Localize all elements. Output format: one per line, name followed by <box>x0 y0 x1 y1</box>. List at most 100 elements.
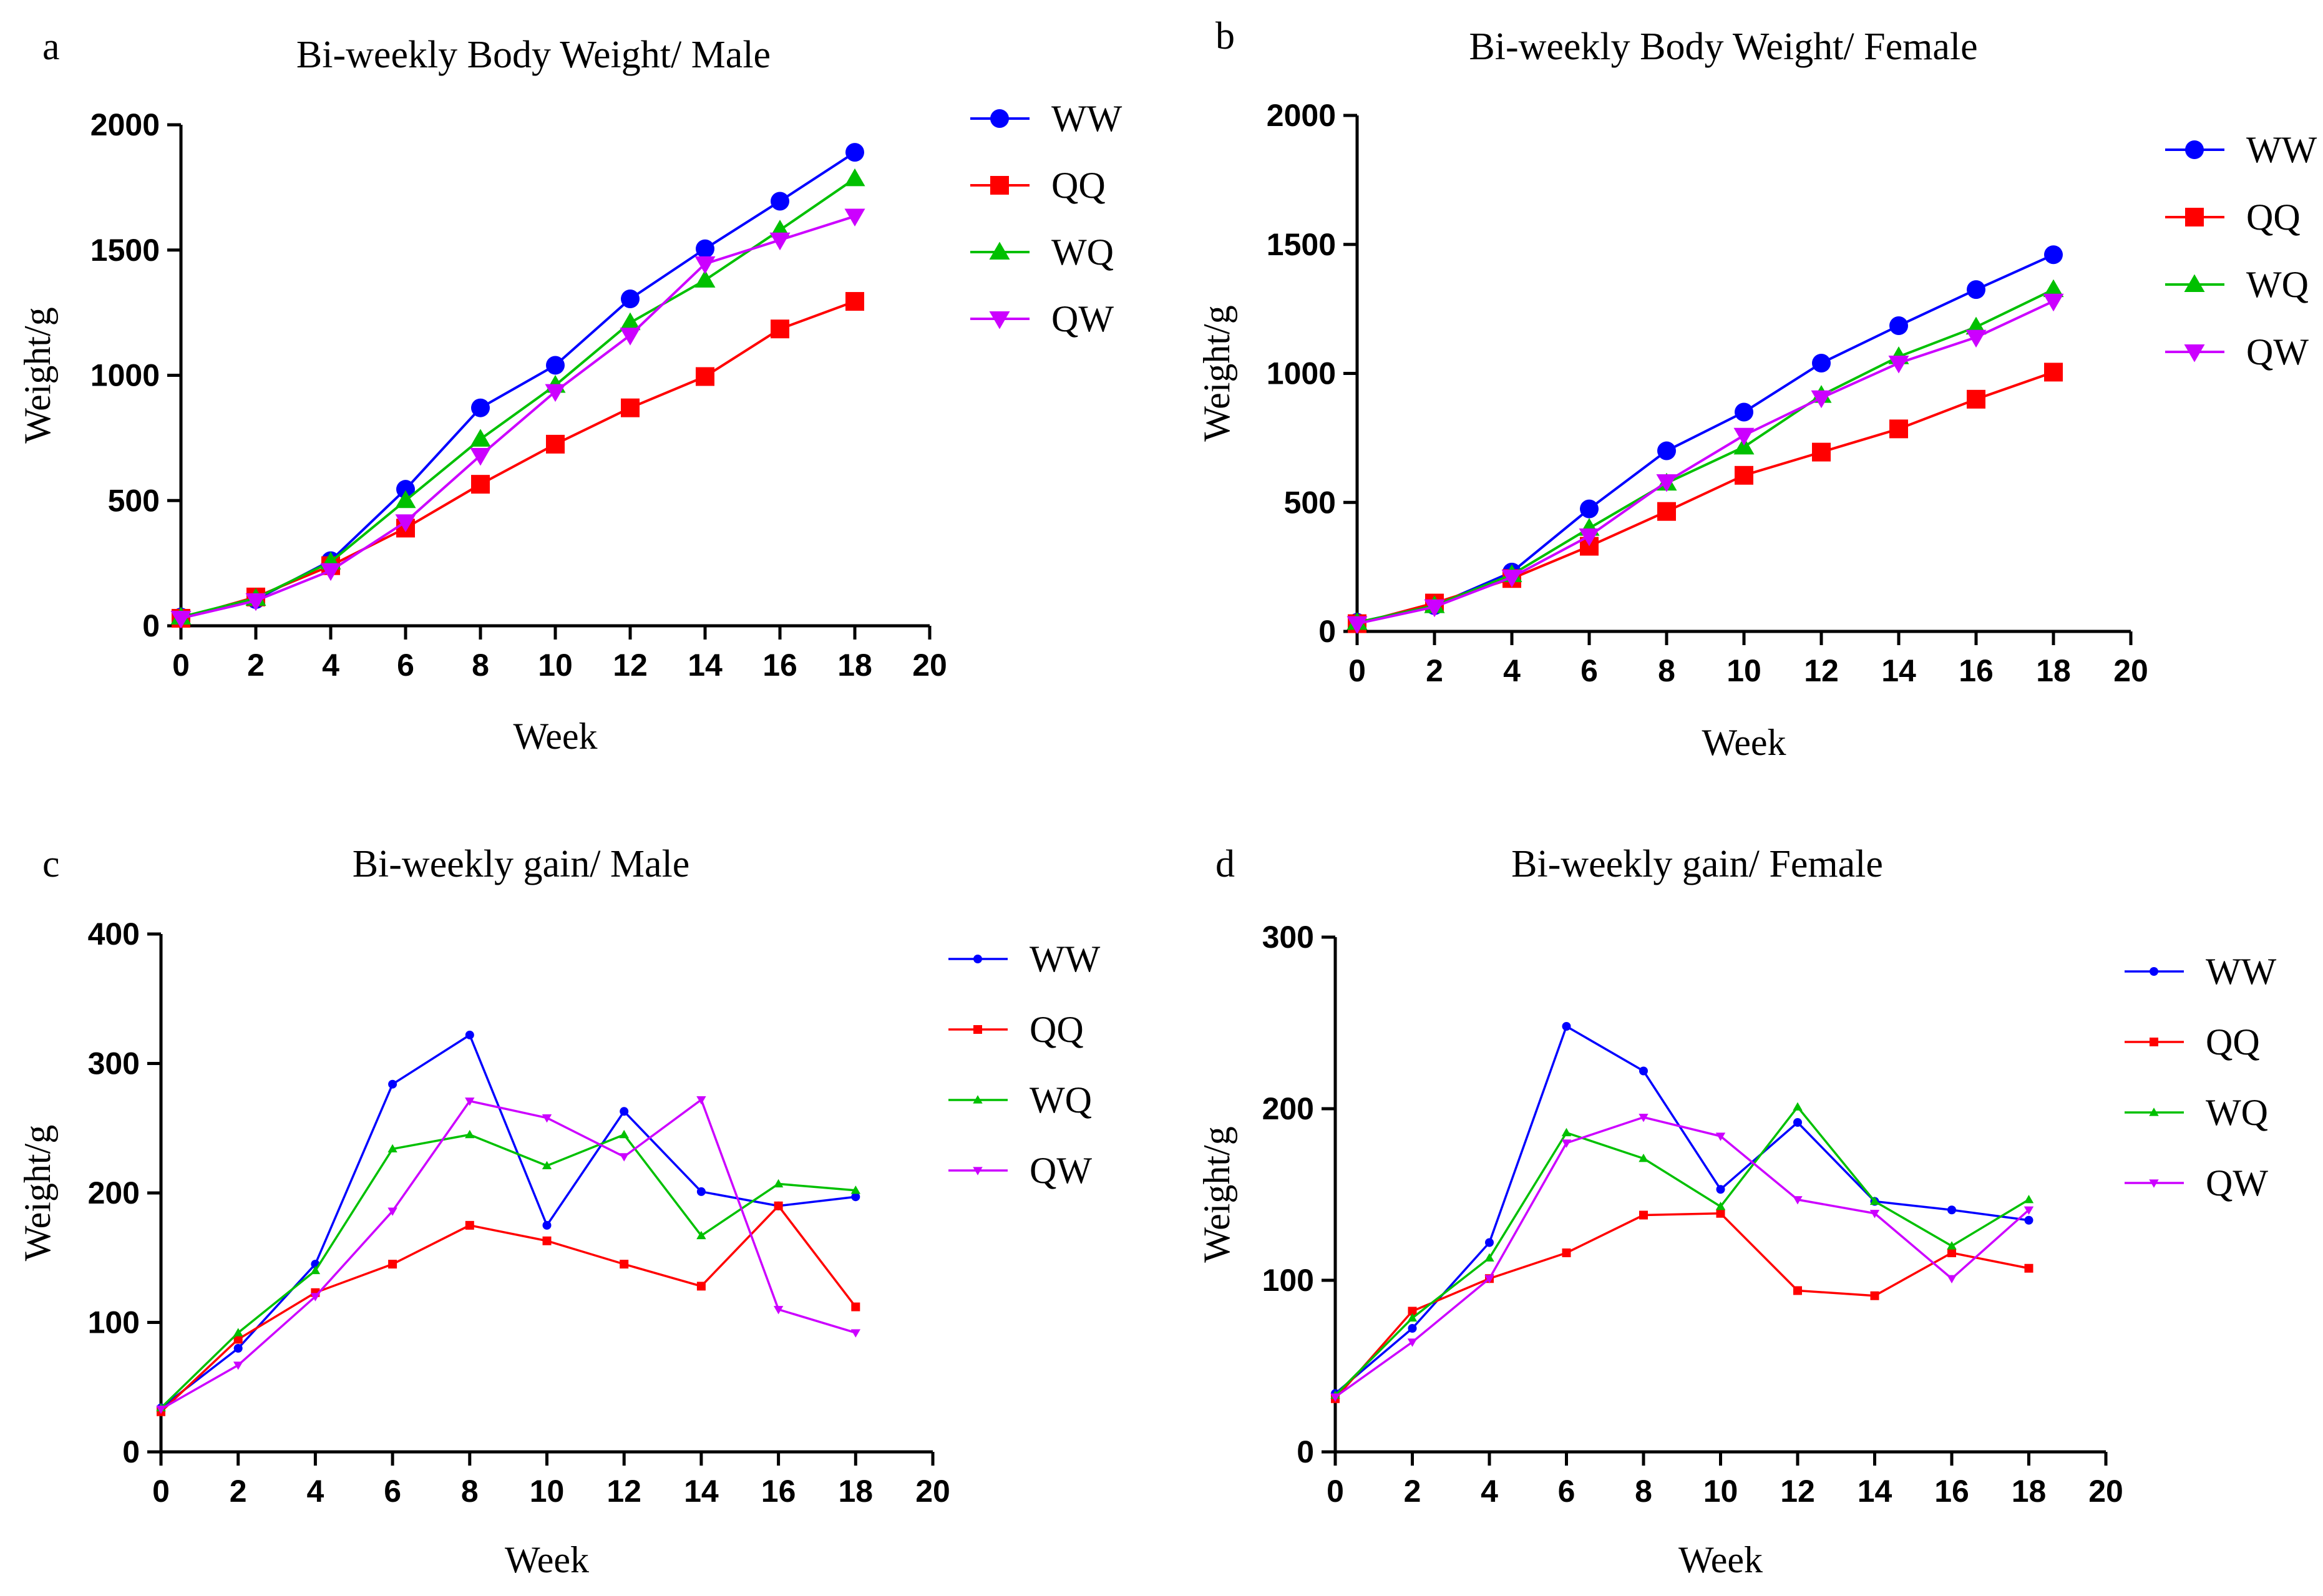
series-line-WQ <box>160 1133 856 1409</box>
x-tick-label: 0 <box>1348 653 1366 688</box>
data-point-QW <box>320 563 341 581</box>
data-point-QW <box>387 1207 397 1216</box>
data-point-QW <box>156 1405 166 1414</box>
series-line-WQ <box>1334 1106 2030 1396</box>
data-point-WW <box>1639 1066 1648 1076</box>
x-tick-label: 10 <box>1703 1474 1738 1509</box>
y-tick-label: 0 <box>122 1434 140 1469</box>
data-point-WW <box>1657 441 1676 460</box>
series-QW <box>156 1096 860 1414</box>
legend-label: QW <box>1030 1150 1092 1191</box>
data-point-WW <box>1967 280 1985 299</box>
data-point-QW <box>1793 1196 1803 1205</box>
data-point-QW <box>1484 1275 1494 1283</box>
series-line-QW <box>160 1098 856 1411</box>
data-point-WQ <box>395 490 416 508</box>
legend-b: WW QQ WQ QW <box>2165 129 2317 372</box>
x-tick-label: 8 <box>461 1474 479 1509</box>
legend-c: WW QQ WQ QW <box>948 938 1101 1191</box>
data-point-WQ <box>1793 1102 1803 1111</box>
series-line-WQ <box>1356 288 2054 624</box>
x-tick-label: 8 <box>1658 653 1675 688</box>
data-point-QW <box>2043 293 2064 312</box>
x-tick-label: 10 <box>1726 653 1761 688</box>
legend-item-WQ: WQ <box>2125 1092 2268 1133</box>
legend-marker-QW <box>973 1167 983 1175</box>
plot-area-d: 0 100 200 300 0 2 4 6 8 10 12 14 16 18 20 Week Weight/g W… <box>1196 920 2277 1580</box>
data-point-QW <box>620 328 641 346</box>
data-point-WQ <box>2043 279 2064 298</box>
y-tick-label: 1000 <box>90 358 160 393</box>
legend-item-WQ: WQ <box>948 1079 1092 1121</box>
y-tick-label: 0 <box>142 608 160 643</box>
y-tick-label: 500 <box>1284 485 1336 520</box>
data-point-QQ <box>774 1201 783 1210</box>
legend-marker-WW <box>2150 967 2158 976</box>
panel-letter-b: b <box>1215 15 1235 57</box>
data-point-QW <box>1424 599 1445 618</box>
legend-item-QW: QW <box>970 298 1114 339</box>
x-tick-label: 12 <box>606 1474 641 1509</box>
x-tick-label: 12 <box>1804 653 1839 688</box>
data-point-QW <box>1715 1132 1726 1141</box>
data-point-QQ <box>620 1260 629 1269</box>
data-point-QQ <box>1716 1209 1725 1218</box>
legend-item-WW: WW <box>948 938 1101 980</box>
data-point-QQ <box>388 1260 397 1269</box>
x-tick-label: 16 <box>1934 1474 1969 1509</box>
plot-area-c: 0 100 200 300 400 0 2 4 6 8 10 12 14 16 18 20 Week Weight… <box>17 917 1101 1580</box>
y-tick-label: 2000 <box>90 107 160 142</box>
data-point-QW <box>619 1153 629 1162</box>
legend-label: WW <box>2246 129 2317 170</box>
y-tick-label: 200 <box>1262 1091 1314 1126</box>
series-line-QQ <box>160 1205 857 1413</box>
data-point-QW <box>1561 1139 1572 1148</box>
legend-marker-WQ <box>973 1095 983 1104</box>
y-tick-label: 1500 <box>1267 227 1336 262</box>
x-tick-label: 18 <box>837 648 872 683</box>
legend-label: WQ <box>1030 1079 1092 1121</box>
data-point-QQ <box>1408 1306 1417 1316</box>
data-point-QQ <box>1870 1291 1879 1300</box>
data-point-WQ <box>1639 1154 1649 1162</box>
data-point-QW <box>1639 1114 1649 1122</box>
legend-label: QQ <box>2246 197 2301 238</box>
data-point-WW <box>542 1220 552 1230</box>
legend-marker-QW <box>2184 344 2205 363</box>
y-axis-title: Weight/g <box>17 1125 58 1261</box>
data-point-QW <box>850 1329 860 1338</box>
data-point-QW <box>470 447 491 466</box>
legend-item-QQ: QQ <box>2125 1021 2260 1063</box>
data-point-WW <box>388 1079 397 1089</box>
data-point-WW <box>1408 1324 1417 1333</box>
data-point-WW <box>851 1192 860 1202</box>
data-point-WQ <box>694 270 716 288</box>
legend-d: WW QQ WQ QW <box>2125 951 2277 1204</box>
panel-b: b Bi-weekly Body Weight/ Female 0 500 1000… <box>1196 15 2317 763</box>
data-point-QW <box>1656 474 1677 492</box>
data-point-WW <box>2024 1215 2033 1225</box>
data-point-WQ <box>233 1328 243 1336</box>
legend-label: WW <box>1030 938 1101 980</box>
data-point-QQ <box>1639 1210 1648 1220</box>
data-point-WW <box>1812 353 1831 372</box>
legend-label: WQ <box>1051 231 1114 273</box>
data-point-QW <box>696 1096 706 1105</box>
x-tick-label: 8 <box>1635 1474 1652 1509</box>
legend-label: QQ <box>1030 1009 1084 1050</box>
plot-area-a: 0 500 1000 1500 2000 0 2 4 6 8 10 12 14 16 18 20 Week Wei… <box>17 98 1123 757</box>
data-point-WQ <box>1715 1202 1726 1210</box>
legend-item-QQ: QQ <box>948 1009 1084 1050</box>
y-tick-label: 0 <box>1318 614 1336 649</box>
data-point-QQ <box>696 1282 706 1291</box>
data-point-QQ <box>851 1302 860 1311</box>
y-tick-label: 500 <box>108 483 160 518</box>
chart-title-b: Bi-weekly Body Weight/ Female <box>1469 26 1977 68</box>
data-point-WW <box>1735 402 1753 422</box>
x-tick-label: 4 <box>306 1474 324 1509</box>
data-point-QW <box>170 610 192 629</box>
series-WQ <box>1330 1102 2034 1399</box>
data-point-QQ <box>1657 502 1676 521</box>
legend-marker-WW <box>2185 140 2204 159</box>
y-tick-label: 1000 <box>1267 356 1336 391</box>
